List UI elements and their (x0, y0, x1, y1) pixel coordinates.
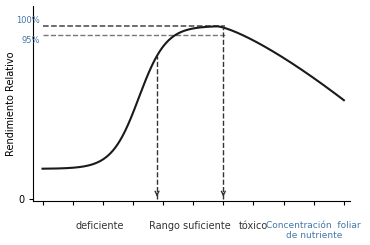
Text: Concentración  foliar
de nutriente: Concentración foliar de nutriente (266, 221, 361, 240)
Text: Rango suficiente: Rango suficiente (149, 221, 231, 231)
Text: 100%: 100% (16, 16, 40, 25)
Text: 95%: 95% (21, 36, 40, 45)
Text: deficiente: deficiente (75, 221, 124, 231)
Text: tóxico: tóxico (239, 221, 268, 231)
Y-axis label: Rendimiento Relativo: Rendimiento Relativo (6, 51, 16, 156)
